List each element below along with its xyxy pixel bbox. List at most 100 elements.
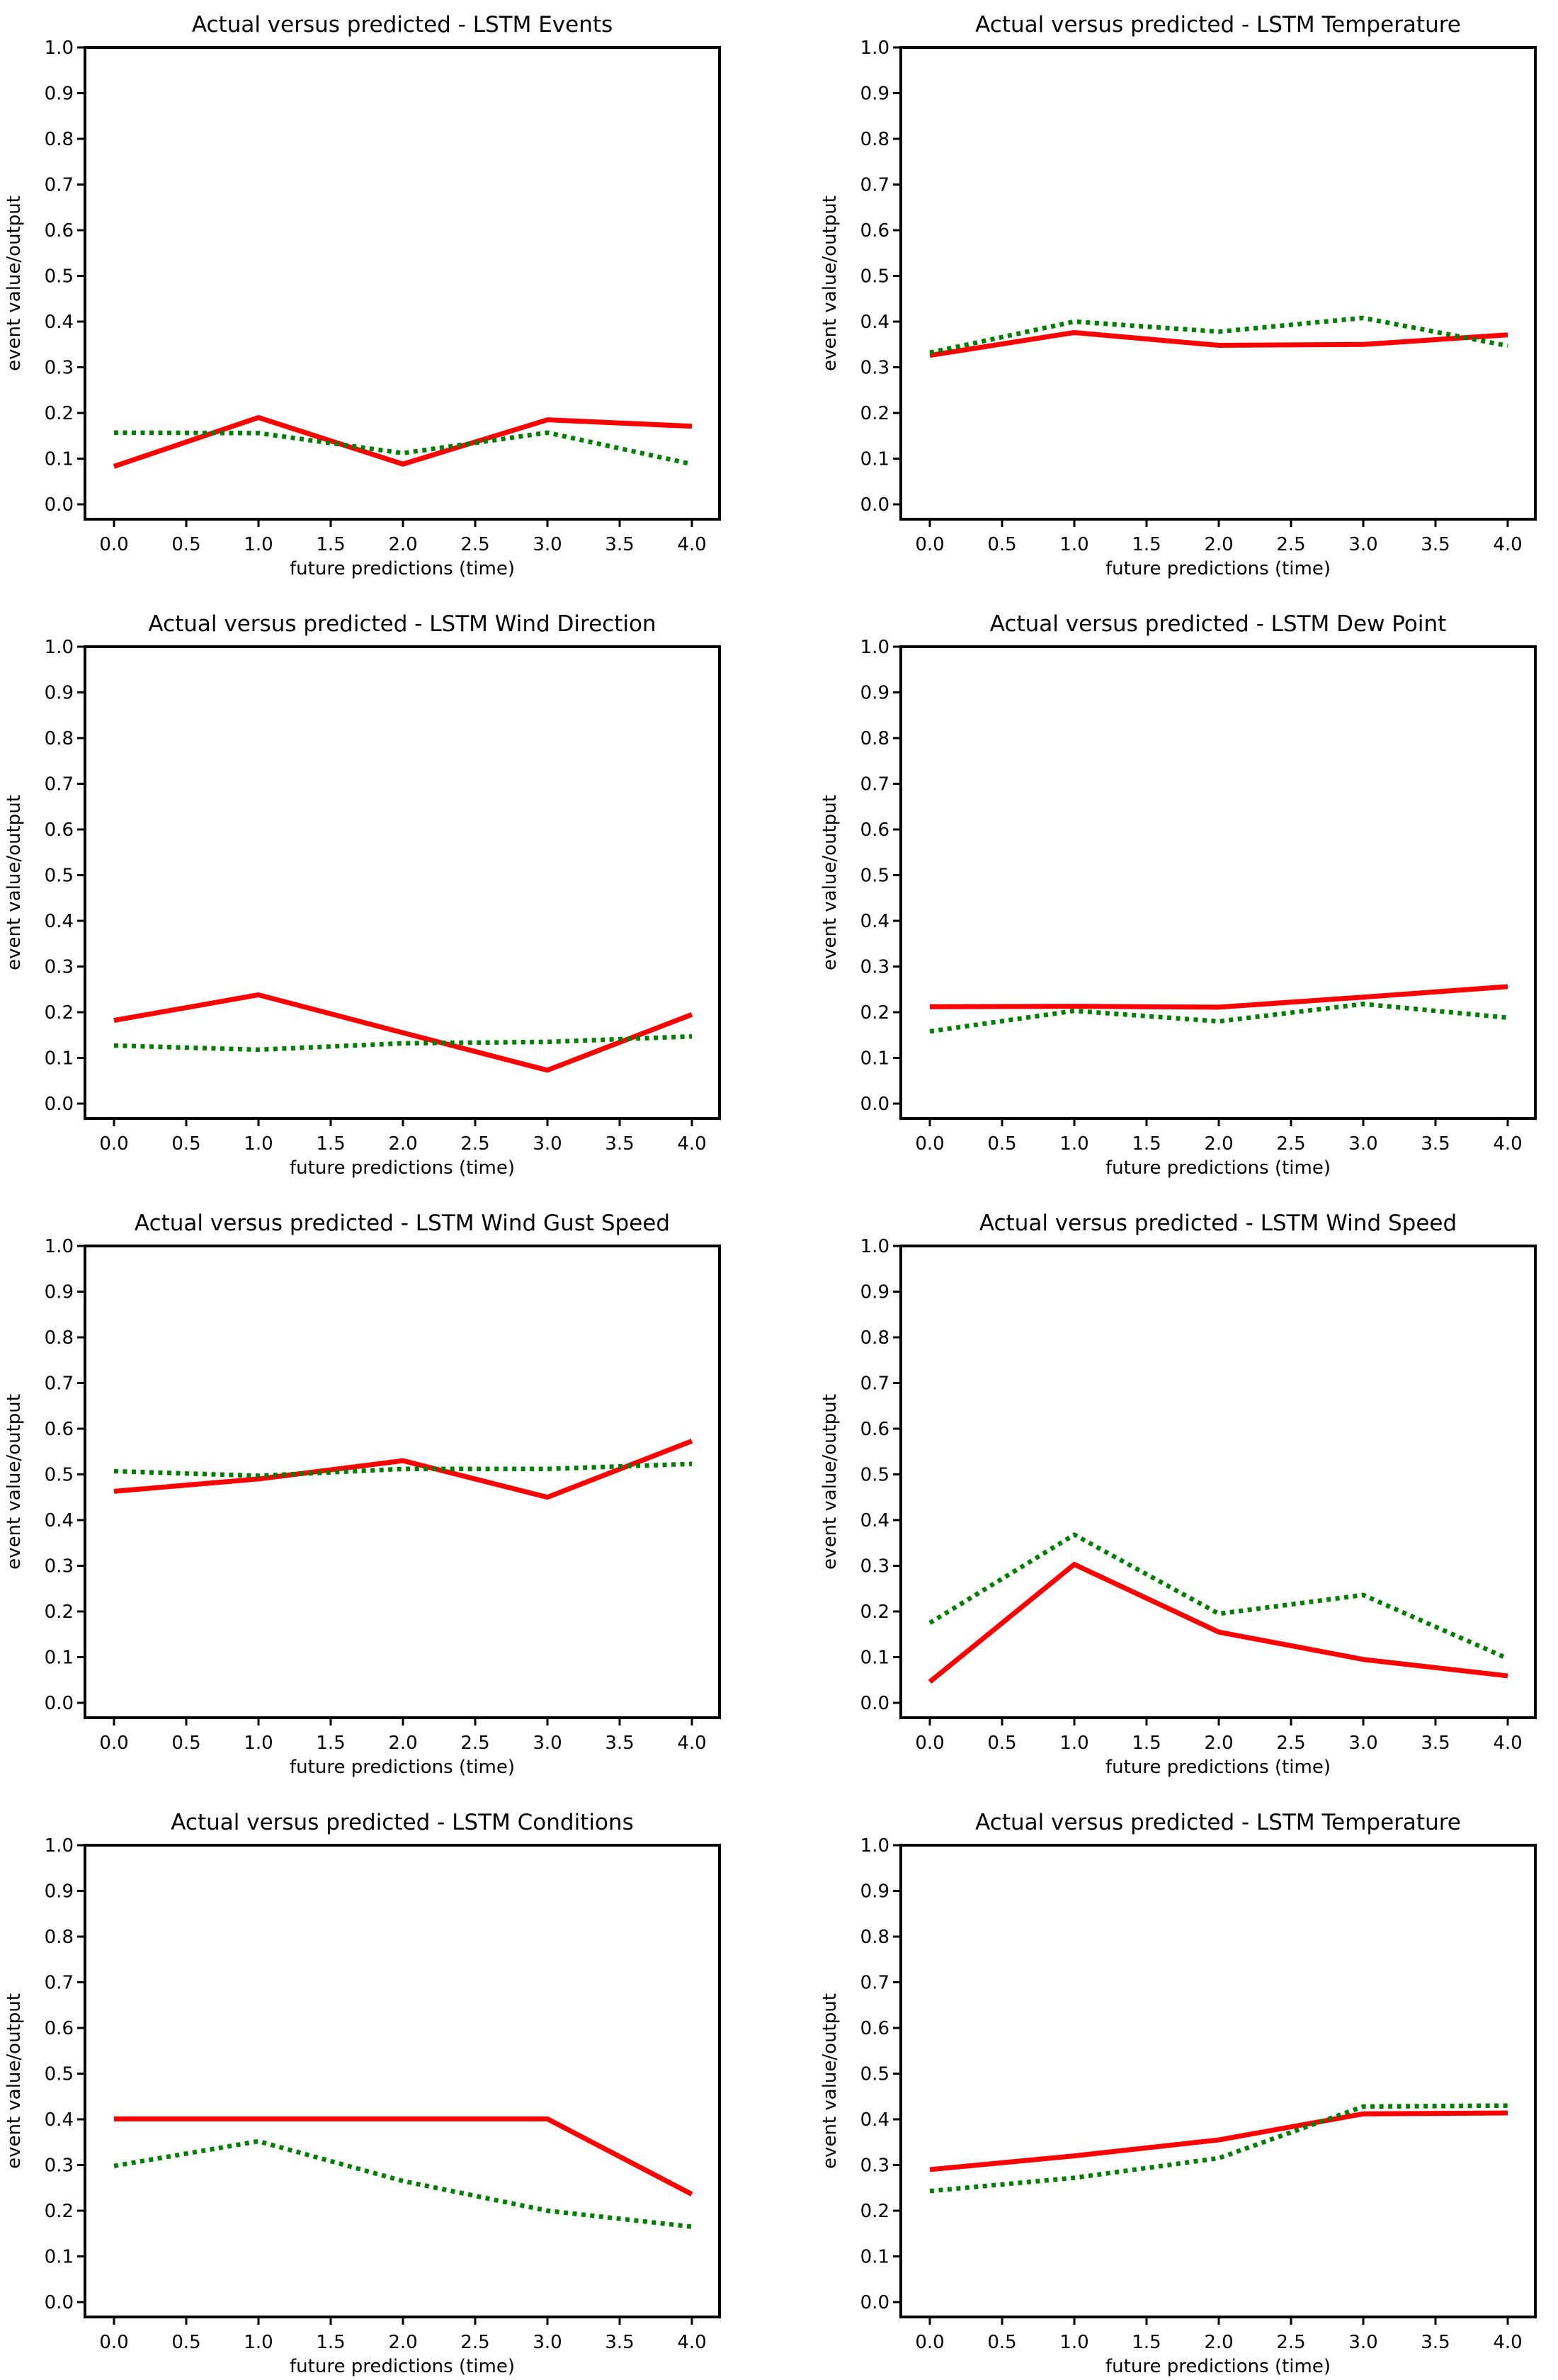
series-actual-line (929, 984, 1508, 1010)
x-tick-label: 1.5 (316, 534, 345, 555)
y-tick-label: 1.0 (45, 38, 74, 59)
y-tick-label: 0.4 (45, 2109, 74, 2131)
y-axis-label: event value/output (819, 795, 841, 970)
x-tick-label: 3.5 (605, 534, 634, 555)
y-tick-label: 0.4 (860, 312, 889, 333)
x-tick-label: 2.0 (1204, 1733, 1233, 1754)
y-tick-label: 0.2 (45, 403, 74, 424)
y-tick-label: 0.1 (860, 1048, 889, 1070)
y-tick-label: 0.0 (860, 1094, 889, 1115)
y-axis-label: event value/output (819, 1394, 841, 1570)
y-tick-label: 0.9 (860, 1282, 889, 1303)
y-tick-label: 0.3 (45, 957, 74, 978)
y-axis-label: event value/output (4, 795, 25, 970)
x-tick-label: 3.0 (533, 2332, 562, 2353)
y-tick-label: 0.0 (45, 494, 74, 516)
x-tick-label: 4.0 (677, 1733, 706, 1754)
x-tick-label: 4.0 (1493, 1733, 1522, 1754)
y-tick-label: 0.4 (860, 911, 889, 932)
chart-subplot-5: Actual versus predicted - LSTM Wind Spee… (819, 1211, 1537, 1778)
x-tick-label: 2.5 (460, 2332, 489, 2353)
y-tick-label: 0.7 (860, 1373, 889, 1395)
y-tick-label: 1.0 (860, 637, 889, 658)
x-tick-label: 1.0 (244, 1133, 273, 1155)
y-tick-label: 0.9 (45, 84, 74, 105)
y-tick-label: 1.0 (860, 1236, 889, 1257)
x-tick-label: 3.5 (1421, 534, 1450, 555)
y-tick-label: 0.1 (860, 1648, 889, 1669)
x-tick-label: 2.5 (460, 534, 489, 555)
y-tick-label: 0.7 (860, 774, 889, 795)
y-tick-label: 0.5 (860, 266, 889, 288)
y-axis-label: event value/output (4, 1993, 25, 2169)
x-tick-label: 1.0 (1059, 1133, 1088, 1155)
x-tick-label: 3.5 (605, 1133, 634, 1155)
y-tick-label: 0.7 (860, 1973, 889, 1994)
x-axis-label: future predictions (time) (1105, 558, 1331, 579)
x-tick-label: 1.0 (1059, 534, 1088, 555)
chart-title: Actual versus predicted - LSTM Temperatu… (975, 12, 1461, 38)
x-tick-label: 0.5 (171, 2332, 200, 2353)
x-tick-label: 3.0 (533, 534, 562, 555)
x-tick-label: 0.5 (987, 2332, 1016, 2353)
series-actual-line (929, 2110, 1508, 2172)
y-tick-label: 1.0 (860, 38, 889, 59)
series-predicted-line (113, 1461, 693, 1478)
chart-subplot-3: Actual versus predicted - LSTM Dew Point… (819, 611, 1537, 1179)
y-tick-label: 0.3 (45, 1556, 74, 1577)
x-tick-label: 0.0 (99, 1733, 128, 1754)
y-tick-label: 0.2 (45, 1602, 74, 1623)
x-axis-label: future predictions (time) (1105, 1757, 1331, 1778)
y-tick-label: 0.5 (45, 266, 74, 288)
series-predicted-line (929, 315, 1508, 356)
x-tick-label: 3.0 (1348, 2332, 1377, 2353)
x-tick-label: 2.0 (388, 1733, 417, 1754)
x-tick-label: 3.0 (1348, 1733, 1377, 1754)
y-tick-label: 0.3 (45, 358, 74, 379)
x-tick-label: 1.0 (1059, 1733, 1088, 1754)
x-tick-label: 1.5 (316, 1133, 345, 1155)
x-tick-label: 3.0 (1348, 534, 1377, 555)
x-tick-label: 0.0 (99, 534, 128, 555)
x-tick-label: 1.5 (1132, 1133, 1161, 1155)
series-actual-line (113, 414, 693, 469)
chart-title: Actual versus predicted - LSTM Condition… (171, 1810, 633, 1835)
y-tick-label: 0.5 (45, 866, 74, 887)
x-axis-label: future predictions (time) (1105, 1157, 1331, 1179)
x-tick-label: 2.5 (1276, 1133, 1305, 1155)
x-tick-label: 1.5 (1132, 2332, 1161, 2353)
chart-subplot-4: Actual versus predicted - LSTM Wind Gust… (4, 1211, 721, 1778)
x-tick-label: 3.5 (605, 1733, 634, 1754)
y-tick-label: 0.1 (860, 2247, 889, 2268)
x-tick-label: 4.0 (1493, 2332, 1522, 2353)
y-tick-label: 0.2 (860, 403, 889, 424)
series-predicted-line (113, 2138, 693, 2229)
y-tick-label: 0.6 (45, 820, 74, 841)
y-tick-label: 0.0 (860, 494, 889, 516)
y-tick-label: 0.6 (860, 820, 889, 841)
y-tick-label: 0.9 (860, 1881, 889, 1903)
y-tick-label: 0.6 (860, 2018, 889, 2039)
chart-title: Actual versus predicted - LSTM Temperatu… (975, 1810, 1461, 1835)
x-tick-label: 0.5 (171, 534, 200, 555)
x-axis-label: future predictions (time) (290, 558, 515, 579)
y-tick-label: 0.0 (860, 2292, 889, 2313)
x-tick-label: 1.0 (244, 534, 273, 555)
y-tick-label: 0.5 (860, 1465, 889, 1486)
y-tick-label: 1.0 (45, 1835, 74, 1857)
y-tick-label: 0.7 (45, 175, 74, 196)
y-tick-label: 0.8 (45, 728, 74, 749)
x-tick-label: 0.5 (987, 1733, 1016, 1754)
y-tick-label: 0.9 (860, 683, 889, 704)
x-tick-label: 0.5 (987, 534, 1016, 555)
x-tick-label: 2.5 (460, 1133, 489, 1155)
plot-area (899, 645, 1537, 1120)
plot-area (899, 1245, 1537, 1719)
x-tick-label: 0.5 (171, 1733, 200, 1754)
y-tick-label: 0.4 (45, 911, 74, 932)
y-tick-label: 0.3 (860, 1556, 889, 1577)
x-tick-label: 3.5 (1421, 2332, 1450, 2353)
y-tick-label: 0.6 (860, 220, 889, 242)
y-tick-label: 0.0 (45, 1693, 74, 1714)
